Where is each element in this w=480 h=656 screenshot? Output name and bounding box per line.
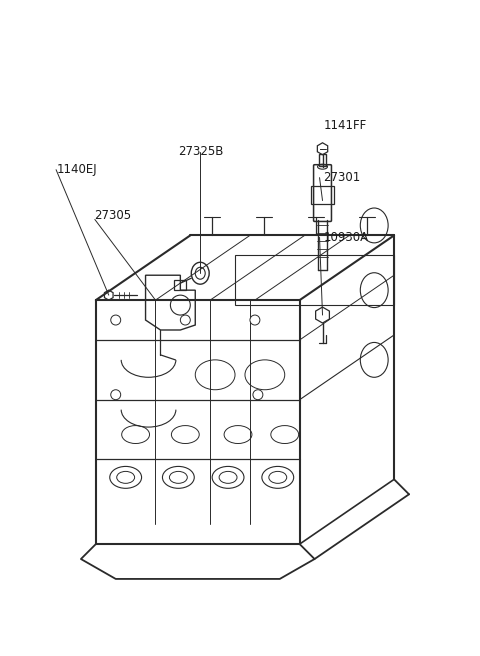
- Text: 1140EJ: 1140EJ: [56, 163, 97, 176]
- Polygon shape: [295, 255, 389, 529]
- Ellipse shape: [117, 472, 134, 483]
- Polygon shape: [96, 300, 300, 524]
- Bar: [174, 280, 186, 290]
- Text: 27301: 27301: [324, 171, 361, 184]
- Polygon shape: [96, 236, 394, 300]
- Text: 10930A: 10930A: [324, 232, 369, 244]
- Bar: [319, 154, 326, 166]
- Ellipse shape: [269, 472, 287, 483]
- Circle shape: [253, 390, 263, 400]
- Ellipse shape: [169, 472, 187, 483]
- Text: 1141FF: 1141FF: [324, 119, 367, 132]
- Polygon shape: [300, 236, 394, 524]
- Polygon shape: [101, 255, 389, 315]
- Circle shape: [111, 390, 120, 400]
- Circle shape: [111, 315, 120, 325]
- Polygon shape: [86, 315, 310, 529]
- Circle shape: [180, 315, 190, 325]
- Text: 27305: 27305: [95, 209, 132, 222]
- Ellipse shape: [219, 472, 237, 483]
- Text: 27325B: 27325B: [178, 145, 223, 158]
- Circle shape: [250, 315, 260, 325]
